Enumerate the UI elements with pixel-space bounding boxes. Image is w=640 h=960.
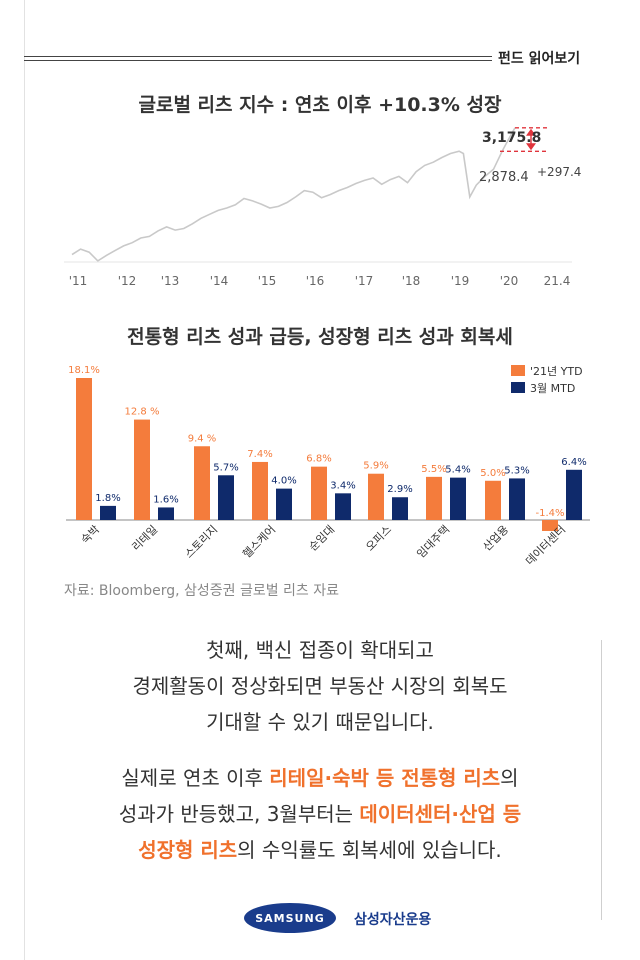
footer: SAMSUNG 삼성자산운용 — [0, 903, 640, 939]
difference-arrow-head-up — [526, 128, 536, 136]
x-tick-label: '16 — [306, 274, 325, 288]
data-label-mtd: 4.0% — [271, 476, 296, 487]
data-label-mtd: 5.7% — [213, 462, 238, 473]
bar-mtd — [335, 493, 351, 520]
paragraph-1-line-3: 기대할 수 있기 때문입니다. — [206, 710, 434, 734]
data-label-ytd: 18.1% — [68, 365, 100, 376]
data-label-ytd: 12.8 % — [125, 407, 160, 418]
bar-ytd — [542, 520, 558, 531]
data-label-mtd: 5.3% — [504, 465, 529, 476]
data-label-mtd: 5.4% — [445, 465, 470, 476]
paragraph-1-line-2: 경제활동이 정상화되면 부동산 시장의 회복도 — [132, 674, 508, 698]
bar-chart-title: 전통형 리츠 성과 급등, 성장형 리츠 성과 회복세 — [127, 326, 513, 348]
highlight-growth-reits: 성장형 리츠 — [138, 838, 238, 862]
category-label: 산업용 — [480, 523, 511, 554]
data-label-ytd: 5.0% — [480, 468, 505, 479]
x-tick-label: '19 — [451, 274, 470, 288]
bar-ytd — [76, 378, 92, 520]
data-label-mtd: 1.8% — [95, 493, 120, 504]
data-label-ytd: 5.9% — [363, 461, 388, 472]
category-label: 헬스케어 — [240, 523, 278, 561]
bar-mtd — [158, 507, 174, 520]
bar-mtd — [276, 488, 292, 520]
text: 성과가 반등했고, 3월부터는 — [118, 802, 360, 826]
paragraph-2-line-1: 실제로 연초 이후 리테일·숙박 등 전통형 리츠의 — [30, 760, 610, 796]
samsung-logo: SAMSUNG — [244, 903, 336, 933]
bar-mtd — [566, 469, 582, 520]
data-label-mtd: 2.9% — [387, 484, 412, 495]
data-label-mtd: 1.6% — [153, 494, 178, 505]
header-rule-2 — [24, 60, 492, 61]
bar-ytd — [194, 446, 210, 520]
x-tick-label: '11 — [69, 274, 88, 288]
bar-ytd — [426, 476, 442, 520]
header-rule — [24, 56, 492, 57]
legend-swatch-mtd — [511, 382, 525, 393]
bar-mtd — [100, 505, 116, 520]
x-tick-label: '17 — [355, 274, 374, 288]
data-label-mtd: 6.4% — [561, 457, 586, 468]
x-tick-label: '14 — [210, 274, 229, 288]
bar-ytd — [252, 461, 268, 520]
paragraph-2: 실제로 연초 이후 리테일·숙박 등 전통형 리츠의 성과가 반등했고, 3월부… — [30, 760, 610, 868]
bar-mtd — [218, 475, 234, 520]
category-label: 스토리지 — [182, 523, 220, 561]
highlight-traditional-reits: 리테일·숙박 등 전통형 리츠 — [269, 766, 501, 790]
x-tick-label: '20 — [500, 274, 519, 288]
x-tick-label: '18 — [402, 274, 421, 288]
x-tick-label: '15 — [258, 274, 277, 288]
bar-ytd — [368, 473, 384, 520]
right-border-line — [601, 640, 602, 920]
text: 실제로 연초 이후 — [121, 766, 270, 790]
category-label: 숙박 — [79, 523, 103, 547]
bar-ytd — [485, 480, 501, 520]
data-label-ytd: 6.8% — [306, 454, 331, 465]
category-label: 오피스 — [363, 523, 394, 554]
x-tick-label: '13 — [161, 274, 180, 288]
paragraph-1-line-1: 첫째, 백신 접종이 확대되고 — [206, 638, 434, 662]
data-label-mtd: 3.4% — [330, 480, 355, 491]
header-tag: 펀드 읽어보기 — [498, 51, 581, 67]
legend-swatch-ytd — [511, 365, 525, 376]
bar-ytd — [311, 466, 327, 520]
line-series — [71, 127, 516, 262]
category-label: 순임대 — [306, 523, 337, 554]
bar-mtd — [450, 477, 466, 520]
text: 의 수익률도 회복세에 있습니다. — [237, 838, 502, 862]
data-label-ytd: 7.4% — [247, 449, 272, 460]
data-label-ytd: 9.4 % — [188, 433, 217, 444]
data-label-ytd: 5.5% — [421, 464, 446, 475]
line-chart-title: 글로벌 리츠 지수 : 연초 이후 +10.3% 성장 — [138, 94, 502, 116]
legend-label-mtd: 3월 MTD — [530, 382, 575, 395]
data-label-ytd: -1.4% — [535, 508, 564, 519]
highlight-datacenter-industrial: 데이터센터·산업 등 — [359, 802, 522, 826]
left-border-line — [24, 0, 25, 960]
paragraph-1: 첫째, 백신 접종이 확대되고 경제활동이 정상화되면 부동산 시장의 회복도 … — [30, 632, 610, 740]
category-label: 임대주택 — [414, 523, 452, 561]
text: 의 — [500, 766, 519, 790]
bar-ytd — [134, 419, 150, 520]
legend-label-ytd: '21년 YTD — [530, 365, 583, 378]
company-name: 삼성자산운용 — [354, 912, 432, 928]
paragraph-2-line-3: 성장형 리츠의 수익률도 회복세에 있습니다. — [30, 832, 610, 868]
annotation-end-value: 3,175.8 — [482, 130, 541, 146]
paragraph-2-line-2: 성과가 반등했고, 3월부터는 데이터센터·산업 등 — [30, 796, 610, 832]
source-note: 자료: Bloomberg, 삼성증권 글로벌 리츠 자료 — [64, 583, 340, 599]
bar-mtd — [392, 497, 408, 520]
annotation-difference: +297.4 — [537, 165, 581, 179]
annotation-start-value: 2,878.4 — [479, 170, 529, 185]
bar-mtd — [509, 478, 525, 520]
x-tick-label: 21.4 — [544, 274, 571, 288]
difference-arrow-head-down — [526, 143, 536, 151]
category-label: 리테일 — [129, 522, 160, 553]
x-tick-label: '12 — [118, 274, 137, 288]
